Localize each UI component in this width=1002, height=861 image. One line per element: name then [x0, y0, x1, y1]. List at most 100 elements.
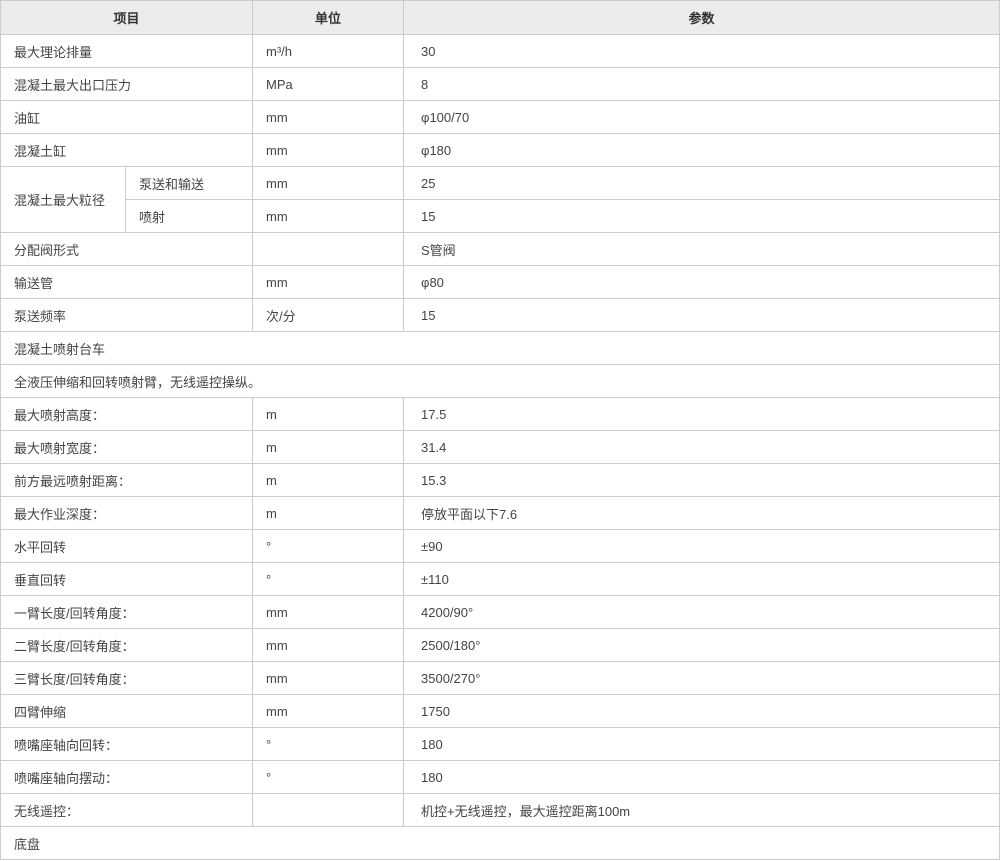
- unit-cell: m³/h: [252, 34, 405, 68]
- table-row: 无线遥控： 机控+无线遥控，最大遥控距离100m: [0, 793, 1001, 827]
- table-row: 输送管 mm φ80: [0, 265, 1001, 299]
- table-row: 喷嘴座轴向摆动： ° 180: [0, 760, 1001, 794]
- item-cell: 分配阀形式: [0, 232, 254, 266]
- item-cell: 输送管: [0, 265, 254, 299]
- param-cell: 31.4: [403, 430, 1001, 464]
- unit-cell: °: [252, 727, 405, 761]
- section-row: 底盘: [0, 826, 1001, 860]
- item-cell: 无线遥控：: [0, 793, 254, 827]
- param-cell: 4200/90°: [403, 595, 1001, 629]
- table-row: 分配阀形式 S管阀: [0, 232, 1001, 266]
- section-row: 混凝土喷射台车: [0, 331, 1001, 365]
- item-cell: 一臂长度/回转角度：: [0, 595, 254, 629]
- table-row: 最大作业深度： m 停放平面以下7.6: [0, 496, 1001, 530]
- param-cell: 停放平面以下7.6: [403, 496, 1001, 530]
- subitem-cell: 泵送和输送: [124, 166, 254, 200]
- spec-table-body: 最大理论排量 m³/h 30 混凝土最大出口压力 MPa 8 油缸 mm φ100/70 混凝土缸…: [0, 34, 1001, 860]
- unit-cell: m: [252, 397, 405, 431]
- unit-cell: mm: [252, 694, 405, 728]
- param-cell: 1750: [403, 694, 1001, 728]
- header-cell-param: 参数: [403, 0, 1001, 35]
- header-cell-item: 项目: [0, 0, 254, 35]
- item-cell: 最大喷射高度：: [0, 397, 254, 431]
- section-cell: 底盘: [0, 826, 1001, 860]
- unit-cell: mm: [252, 100, 405, 134]
- unit-cell: °: [252, 529, 405, 563]
- param-cell: 2500/180°: [403, 628, 1001, 662]
- param-cell: 15: [403, 298, 1001, 332]
- param-cell: 15.3: [403, 463, 1001, 497]
- param-cell: ±90: [403, 529, 1001, 563]
- unit-cell: °: [252, 562, 405, 596]
- item-cell: 最大理论排量: [0, 34, 254, 68]
- unit-cell: m: [252, 463, 405, 497]
- param-cell: 机控+无线遥控，最大遥控距离100m: [403, 793, 1001, 827]
- table-row: 最大喷射宽度： m 31.4: [0, 430, 1001, 464]
- table-row: 混凝土最大出口压力 MPa 8: [0, 67, 1001, 101]
- unit-cell: mm: [252, 595, 405, 629]
- param-cell: 17.5: [403, 397, 1001, 431]
- param-cell: S管阀: [403, 232, 1001, 266]
- item-cell: 混凝土最大出口压力: [0, 67, 254, 101]
- param-cell: φ100/70: [403, 100, 1001, 134]
- table-row: 垂直回转 ° ±110: [0, 562, 1001, 596]
- item-cell: 水平回转: [0, 529, 254, 563]
- table-row: 混凝土缸 mm φ180: [0, 133, 1001, 167]
- param-cell: φ180: [403, 133, 1001, 167]
- group-label-cell: 混凝土最大粒径: [0, 166, 126, 233]
- item-cell: 油缸: [0, 100, 254, 134]
- table-row: 油缸 mm φ100/70: [0, 100, 1001, 134]
- table-row: 喷射 mm 15: [1, 199, 1001, 233]
- unit-cell: MPa: [252, 67, 405, 101]
- item-cell: 最大喷射宽度：: [0, 430, 254, 464]
- table-row: 四臂伸缩 mm 1750: [0, 694, 1001, 728]
- table-row: 最大理论排量 m³/h 30: [0, 34, 1001, 68]
- unit-cell: [252, 232, 405, 266]
- item-cell: 前方最远喷射距离：: [0, 463, 254, 497]
- table-row: 水平回转 ° ±90: [0, 529, 1001, 563]
- table-row: 混凝土最大粒径 泵送和输送 mm 25: [0, 166, 1001, 233]
- unit-cell: mm: [252, 133, 405, 167]
- table-row: 泵送频率 次/分 15: [0, 298, 1001, 332]
- table-row: 一臂长度/回转角度： mm 4200/90°: [0, 595, 1001, 629]
- header-row: 项目 单位 参数: [0, 0, 1001, 35]
- item-cell: 喷嘴座轴向摆动：: [0, 760, 254, 794]
- param-cell: 180: [403, 727, 1001, 761]
- item-cell: 喷嘴座轴向回转：: [0, 727, 254, 761]
- subitem-cell: 喷射: [124, 199, 254, 233]
- table-row: 最大喷射高度： m 17.5: [0, 397, 1001, 431]
- section-cell: 全液压伸缩和回转喷射臂，无线遥控操纵。: [0, 364, 1001, 398]
- table-row: 喷嘴座轴向回转： ° 180: [0, 727, 1001, 761]
- section-row: 全液压伸缩和回转喷射臂，无线遥控操纵。: [0, 364, 1001, 398]
- unit-cell: m: [252, 430, 405, 464]
- unit-cell: m: [252, 496, 405, 530]
- unit-cell: mm: [252, 166, 405, 200]
- table-row: 二臂长度/回转角度： mm 2500/180°: [0, 628, 1001, 662]
- unit-cell: mm: [252, 199, 405, 233]
- item-cell: 三臂长度/回转角度：: [0, 661, 254, 695]
- item-cell: 泵送频率: [0, 298, 254, 332]
- param-cell: ±110: [403, 562, 1001, 596]
- table-row: 三臂长度/回转角度： mm 3500/270°: [0, 661, 1001, 695]
- param-cell: 8: [403, 67, 1001, 101]
- param-cell: 180: [403, 760, 1001, 794]
- header-cell-unit: 单位: [252, 0, 405, 35]
- item-cell: 最大作业深度：: [0, 496, 254, 530]
- item-cell: 四臂伸缩: [0, 694, 254, 728]
- item-cell: 二臂长度/回转角度：: [0, 628, 254, 662]
- spec-table-header: 项目 单位 参数: [0, 0, 1001, 35]
- item-cell: 混凝土缸: [0, 133, 254, 167]
- unit-cell: mm: [252, 265, 405, 299]
- table-row: 前方最远喷射距离： m 15.3: [0, 463, 1001, 497]
- unit-cell: mm: [252, 661, 405, 695]
- unit-cell: [252, 793, 405, 827]
- item-cell: 垂直回转: [0, 562, 254, 596]
- section-cell: 混凝土喷射台车: [0, 331, 1001, 365]
- param-cell: 15: [403, 199, 1001, 233]
- unit-cell: °: [252, 760, 405, 794]
- unit-cell: 次/分: [252, 298, 405, 332]
- param-cell: 25: [403, 166, 1001, 200]
- unit-cell: mm: [252, 628, 405, 662]
- param-cell: φ80: [403, 265, 1001, 299]
